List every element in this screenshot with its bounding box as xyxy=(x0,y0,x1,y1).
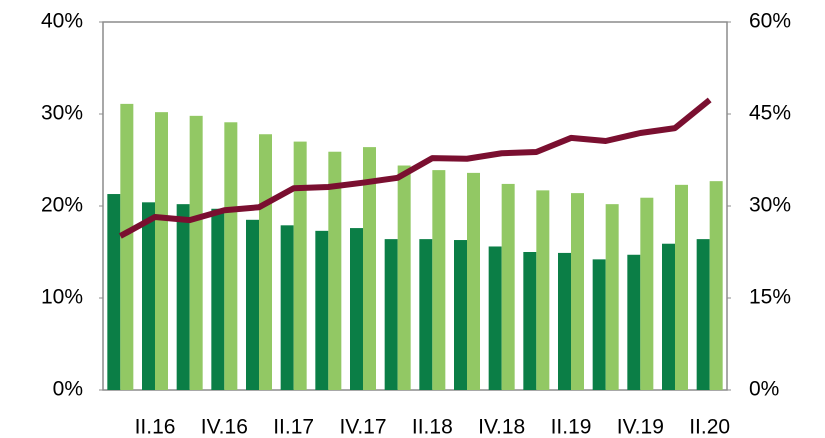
bar xyxy=(488,246,502,390)
bar xyxy=(189,115,203,390)
bar xyxy=(662,243,675,390)
bar xyxy=(246,219,259,390)
bar xyxy=(627,254,641,390)
bar xyxy=(280,225,294,390)
y2-tick-label: 0% xyxy=(749,378,779,401)
bar xyxy=(640,197,654,390)
x-tick-label: IV.17 xyxy=(339,416,386,438)
bar xyxy=(675,184,688,390)
bar xyxy=(558,252,571,390)
bar xyxy=(155,112,168,390)
bar xyxy=(536,190,550,390)
bar xyxy=(397,165,411,390)
y-tick-label: 30% xyxy=(41,102,83,125)
y2-tick-label: 45% xyxy=(749,102,791,125)
bar xyxy=(211,208,225,390)
bar xyxy=(605,204,619,390)
bar xyxy=(467,172,480,390)
x-tick-label: II.18 xyxy=(412,416,453,438)
bar xyxy=(432,170,446,390)
bar xyxy=(176,204,190,390)
bar xyxy=(709,181,723,390)
bar xyxy=(120,103,134,390)
bar xyxy=(142,202,155,390)
x-tick-label: II.16 xyxy=(135,416,176,438)
x-tick-label: II.17 xyxy=(273,416,314,438)
bar xyxy=(384,239,398,390)
bar xyxy=(501,183,515,390)
bar xyxy=(363,147,376,390)
y2-tick-label: 15% xyxy=(749,286,791,309)
x-tick-label: II.19 xyxy=(551,416,592,438)
x-tick-label: IV.16 xyxy=(201,416,248,438)
bar xyxy=(592,259,606,390)
bar xyxy=(259,134,272,390)
bar xyxy=(571,193,584,390)
x-tick-label: II.20 xyxy=(689,416,730,438)
bar xyxy=(224,122,238,390)
y-tick-label: 0% xyxy=(53,378,83,401)
bar xyxy=(523,252,537,390)
bar xyxy=(419,239,433,390)
bar xyxy=(696,239,710,390)
bar xyxy=(350,228,363,390)
bar xyxy=(293,141,307,390)
y-tick-label: 40% xyxy=(41,10,83,33)
bar xyxy=(315,230,329,390)
y2-tick-label: 30% xyxy=(749,194,791,217)
bar xyxy=(328,151,342,390)
y-tick-label: 20% xyxy=(41,194,83,217)
line xyxy=(118,97,712,239)
y-tick-label: 10% xyxy=(41,286,83,309)
x-tick-label: IV.18 xyxy=(478,416,525,438)
y2-tick-label: 60% xyxy=(749,10,791,33)
x-tick-label: IV.19 xyxy=(617,416,664,438)
bar xyxy=(107,194,121,390)
bar xyxy=(454,240,467,390)
